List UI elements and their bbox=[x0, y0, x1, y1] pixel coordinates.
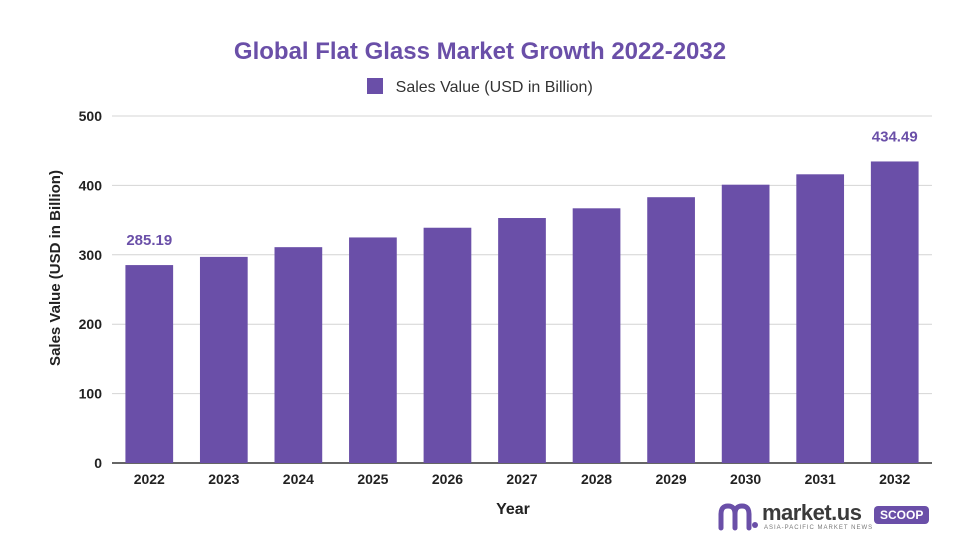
y-tick-label: 300 bbox=[79, 247, 103, 263]
watermark-tagline: ASIA-PACIFIC MARKET NEWS bbox=[764, 525, 874, 531]
data-label-2032: 434.49 bbox=[872, 128, 918, 145]
y-tick-label: 200 bbox=[79, 316, 103, 332]
watermark-badge: SCOOP bbox=[874, 506, 930, 524]
bar-2025 bbox=[349, 237, 397, 463]
legend-label: Sales Value (USD in Billion) bbox=[395, 79, 593, 96]
x-tick-label: 2028 bbox=[581, 471, 612, 487]
y-tick-label: 500 bbox=[79, 108, 103, 124]
x-tick-label: 2029 bbox=[656, 471, 687, 487]
market-us-logo-icon bbox=[718, 503, 758, 531]
x-tick-label: 2022 bbox=[134, 471, 165, 487]
x-tick-label: 2025 bbox=[357, 471, 388, 487]
bar-2027 bbox=[498, 218, 546, 463]
x-tick-label: 2026 bbox=[432, 471, 463, 487]
watermark: market.us ASIA-PACIFIC MARKET NEWS SCOOP bbox=[718, 498, 938, 538]
bar-2022 bbox=[125, 265, 174, 463]
chart-title: Global Flat Glass Market Growth 2022-203… bbox=[233, 38, 727, 65]
y-axis-title: Sales Value (USD in Billion) bbox=[47, 170, 64, 366]
y-tick-label: 400 bbox=[79, 177, 103, 193]
bar-2024 bbox=[274, 247, 323, 463]
x-axis-title: Year bbox=[496, 501, 530, 518]
x-tick-label: 2030 bbox=[730, 471, 761, 487]
x-tick-label: 2032 bbox=[879, 471, 910, 487]
bars bbox=[125, 161, 919, 464]
bar-2026 bbox=[423, 227, 472, 463]
y-tick-label: 0 bbox=[94, 455, 102, 471]
bar-2031 bbox=[796, 174, 845, 463]
bar-2023 bbox=[199, 256, 248, 463]
x-tick-label: 2024 bbox=[283, 471, 314, 487]
bar-2030 bbox=[721, 184, 770, 463]
x-tick-label: 2027 bbox=[506, 471, 537, 487]
legend: Sales Value (USD in Billion) bbox=[0, 78, 960, 97]
data-labels: 285.19 434.49 bbox=[126, 128, 917, 249]
x-tick-labels: 2022 2023 2024 2025 2026 2027 2028 2029 2030 2031… bbox=[134, 471, 911, 487]
x-tick-label: 2031 bbox=[805, 471, 836, 487]
bar-2032 bbox=[870, 161, 919, 464]
legend-swatch bbox=[367, 78, 384, 94]
watermark-name: market.us bbox=[762, 500, 862, 525]
y-tick-label: 100 bbox=[79, 386, 103, 402]
bar-2029 bbox=[647, 197, 695, 463]
data-label-2022: 285.19 bbox=[126, 232, 172, 249]
bar-2028 bbox=[572, 208, 621, 463]
x-tick-label: 2023 bbox=[208, 471, 239, 487]
y-tick-labels: 0 100 200 300 400 500 bbox=[79, 108, 103, 471]
